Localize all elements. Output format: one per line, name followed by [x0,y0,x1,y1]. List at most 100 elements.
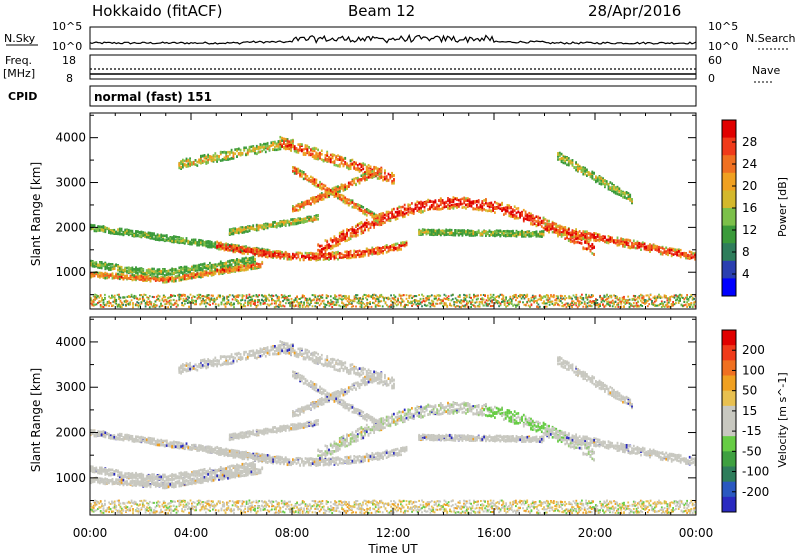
data-cell [447,233,449,236]
data-cell [358,255,361,259]
data-cell [362,254,365,258]
data-cell [145,269,148,272]
data-cell [586,230,588,234]
data-cell [461,197,464,201]
data-cell [252,224,255,227]
data-cell [275,251,278,254]
data-cell [221,265,224,268]
data-cell [167,277,170,281]
data-cell [239,227,242,231]
data-cell [100,266,103,270]
data-cell [209,261,211,265]
data-cell [129,270,132,273]
data-cell [261,226,264,229]
data-cell [138,268,141,272]
data-cell [356,224,359,227]
data-cell [182,275,184,279]
data-cell [178,162,181,165]
data-cell [490,210,493,213]
data-cell [191,241,193,245]
data-cell [586,241,588,245]
data-cell [358,226,361,230]
data-cell [311,256,314,260]
data-cell [185,239,188,243]
data-cell [210,156,213,159]
data-cell [227,243,229,246]
data-cell [230,246,233,249]
data-cell [640,248,642,251]
data-cell [304,203,307,206]
data-cell [308,153,310,157]
data-cell [254,267,256,270]
data-cell [537,219,540,223]
data-cell [438,208,440,211]
data-cell [643,242,646,246]
data-cell [394,218,397,221]
data-cell [135,268,137,272]
data-cell [623,238,626,242]
data-cell [156,276,159,279]
data-cell [313,218,316,222]
data-cell [376,246,379,249]
data-cell [423,205,426,209]
data-cell [638,245,641,249]
data-cell [191,268,193,271]
data-cell [355,162,357,166]
data-cell [124,274,127,278]
data-cell [293,149,296,153]
data-cell [192,238,195,242]
data-cell [356,253,359,257]
data-cell [205,243,208,246]
data-cell [299,169,301,173]
data-cell [250,248,253,251]
data-cell [441,229,444,233]
data-cell [187,267,190,270]
data-cell [100,261,103,264]
data-cell [153,276,155,280]
data-cell [288,140,291,143]
data-cell [515,231,518,234]
data-cell [245,265,247,269]
data-cell [236,155,238,158]
data-cell [353,249,356,253]
data-cell [266,142,269,145]
data-cell [499,229,502,232]
data-cell [528,211,531,215]
data-cell [178,239,181,243]
data-cell [185,274,188,277]
data-cell [270,223,273,226]
data-cell [360,168,363,172]
data-cell [106,266,108,269]
data-cell [299,143,301,146]
data-cell [295,172,298,175]
data-cell [295,149,298,153]
data-cell [255,227,258,230]
data-cell [178,273,181,277]
data-cell [122,232,125,236]
data-cell [230,228,233,232]
data-cell [239,148,242,152]
data-cell [351,232,354,235]
data-cell [385,218,388,222]
data-cell [183,241,186,245]
data-cell [385,214,388,217]
data-cell [461,233,464,236]
data-cell [405,211,408,215]
data-cell [328,254,330,257]
data-cell [288,255,291,259]
data-cell [237,248,240,252]
data-cell [387,178,390,182]
data-cell [508,204,511,207]
data-cell [355,234,357,238]
data-cell [317,254,320,257]
data-cell [302,148,305,151]
data-cell [317,148,319,152]
data-cell [315,255,318,258]
data-cell [102,229,105,232]
data-cell [221,151,224,154]
data-cell [457,233,460,237]
data-cell [97,263,99,267]
data-cell [319,194,321,198]
data-cell [566,236,568,240]
data-cell [129,267,132,270]
